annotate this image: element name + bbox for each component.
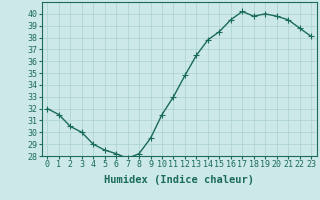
X-axis label: Humidex (Indice chaleur): Humidex (Indice chaleur) <box>104 175 254 185</box>
